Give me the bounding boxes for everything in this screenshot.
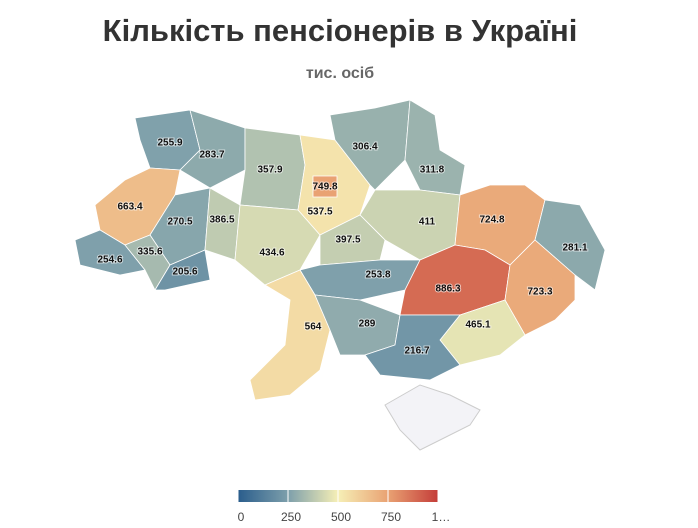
region-label: 411 [419,217,436,228]
region-label: 663.4 [117,202,142,213]
region-label: 537.5 [307,207,332,218]
region [364,314,461,381]
colorbar-tick-label: 250 [281,510,301,524]
region-label: 283.7 [199,150,224,161]
region-label: 281.1 [562,243,587,254]
colorbar-tick-label: 750 [381,510,401,524]
region [404,99,466,196]
region-label: 723.3 [527,287,552,298]
crimea [384,384,481,451]
region-label: 749.8 [312,182,337,193]
region [319,214,386,266]
region-label: 335.6 [137,247,162,258]
region [312,175,338,198]
region-label: 386.5 [209,215,234,226]
colorbar-tick-label: 1… [432,510,451,524]
region-label: 254.6 [97,255,122,266]
region-label: 216.7 [404,346,429,357]
regions [74,99,606,451]
region-label: 357.9 [257,165,282,176]
region [314,294,401,356]
region-label: 270.5 [167,217,192,228]
region-label: 724.8 [479,215,504,226]
region-label: 465.1 [465,320,490,331]
region [299,259,421,301]
colorbar-tick-label: 0 [238,510,245,524]
region-label: 289 [359,319,376,330]
region-label: 564 [305,322,322,333]
region-label: 434.6 [259,248,284,259]
chart-title: Кількість пенсіонерів в Україні [103,13,578,48]
region-labels: 255.9 283.7 357.9 537.5 749.8 306.4 311.8 663.4… [96,137,588,358]
region-label: 205.6 [172,267,197,278]
region-label: 253.8 [365,270,390,281]
region-label: 886.3 [435,284,460,295]
region-label: 397.5 [335,235,360,246]
chart-subtitle: тис. осіб [306,65,374,82]
colorbar-ticks: 0 250 500 750 1… [237,490,451,524]
region [249,269,331,401]
region [154,249,211,291]
colorbar-tick-label: 500 [331,510,351,524]
region-label: 255.9 [157,138,182,149]
region-label: 306.4 [352,142,377,153]
region-label: 311.8 [420,165,445,176]
